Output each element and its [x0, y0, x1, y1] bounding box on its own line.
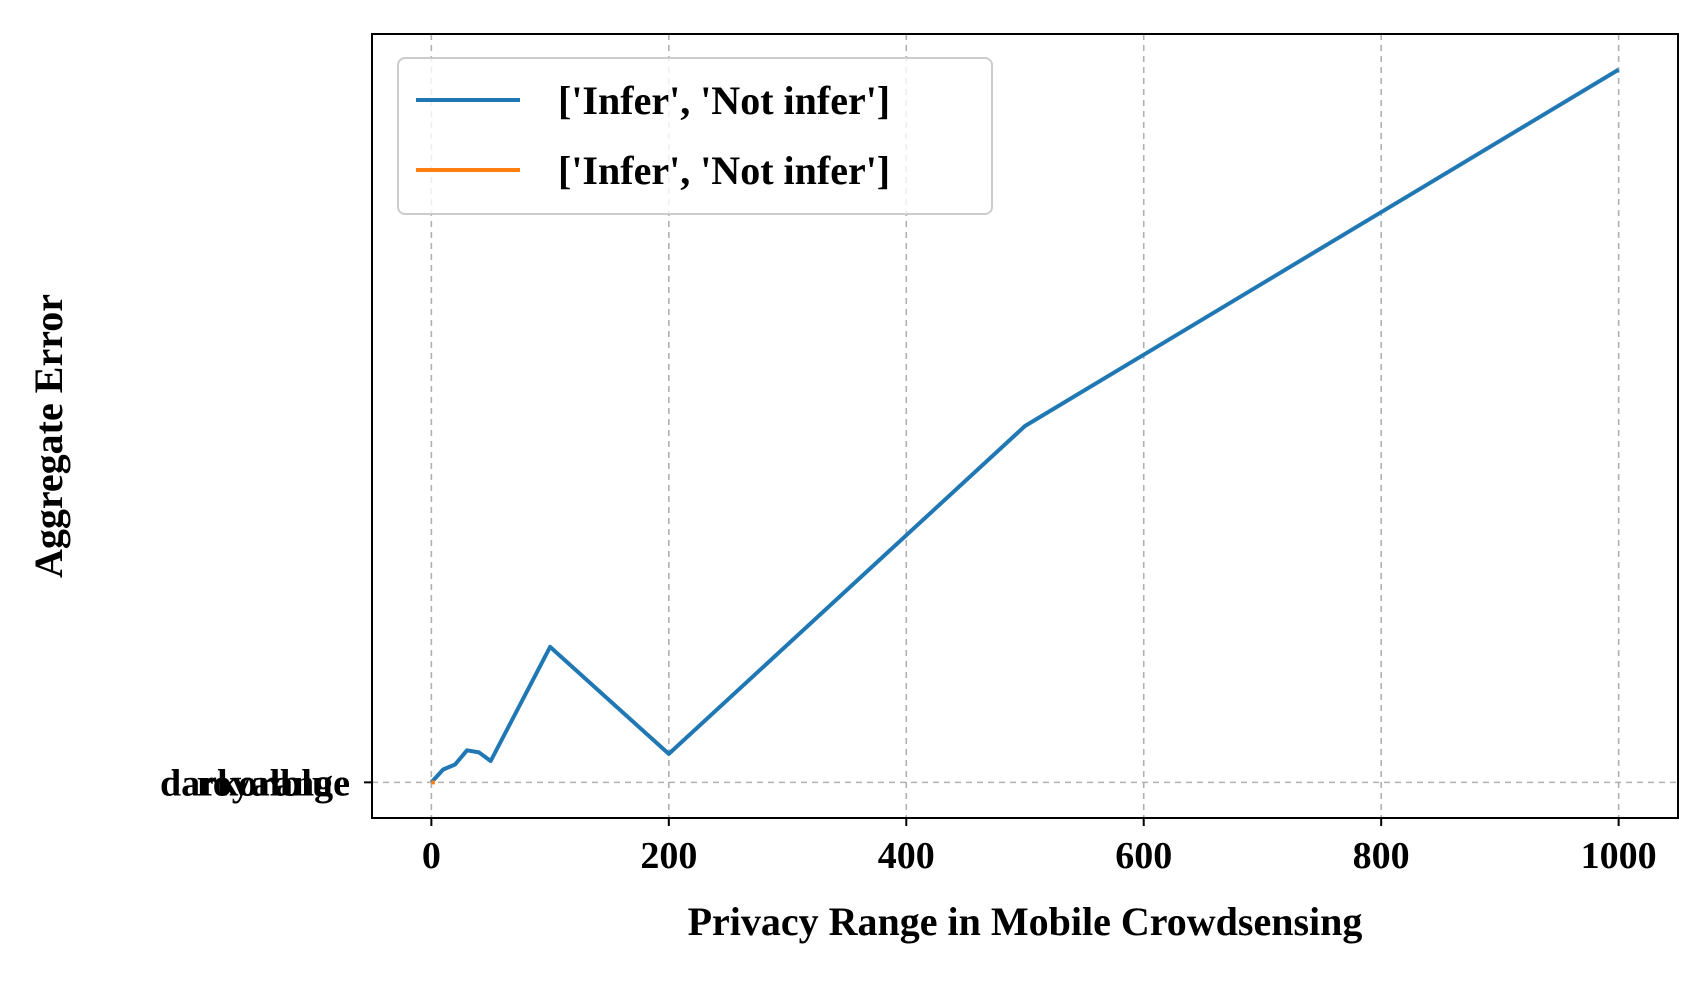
y-axis-title: Aggregate Error [26, 294, 71, 578]
x-tick-label: 1000 [1581, 835, 1657, 877]
legend: ['Infer', 'Not infer'] ['Infer', 'Not inf… [397, 57, 993, 215]
plot-area-frame [371, 33, 1679, 819]
legend-label: ['Infer', 'Not infer'] [558, 148, 890, 193]
series-line-1 [429, 67, 1620, 784]
y-tick-label: royalblue [197, 762, 350, 804]
x-axis-title: Privacy Range in Mobile Crowdsensing [688, 899, 1363, 944]
y-tick-label: darkorange [160, 762, 350, 804]
series-lines [429, 67, 1620, 785]
x-tick-label: 0 [422, 835, 441, 877]
x-tick-label: 200 [640, 835, 697, 877]
x-tick-label: 800 [1353, 835, 1410, 877]
grid [372, 34, 1678, 818]
legend-box [397, 57, 993, 215]
x-tick-label: 600 [1115, 835, 1172, 877]
legend-label: ['Infer', 'Not infer'] [558, 78, 890, 123]
x-tick-label: 400 [878, 835, 935, 877]
